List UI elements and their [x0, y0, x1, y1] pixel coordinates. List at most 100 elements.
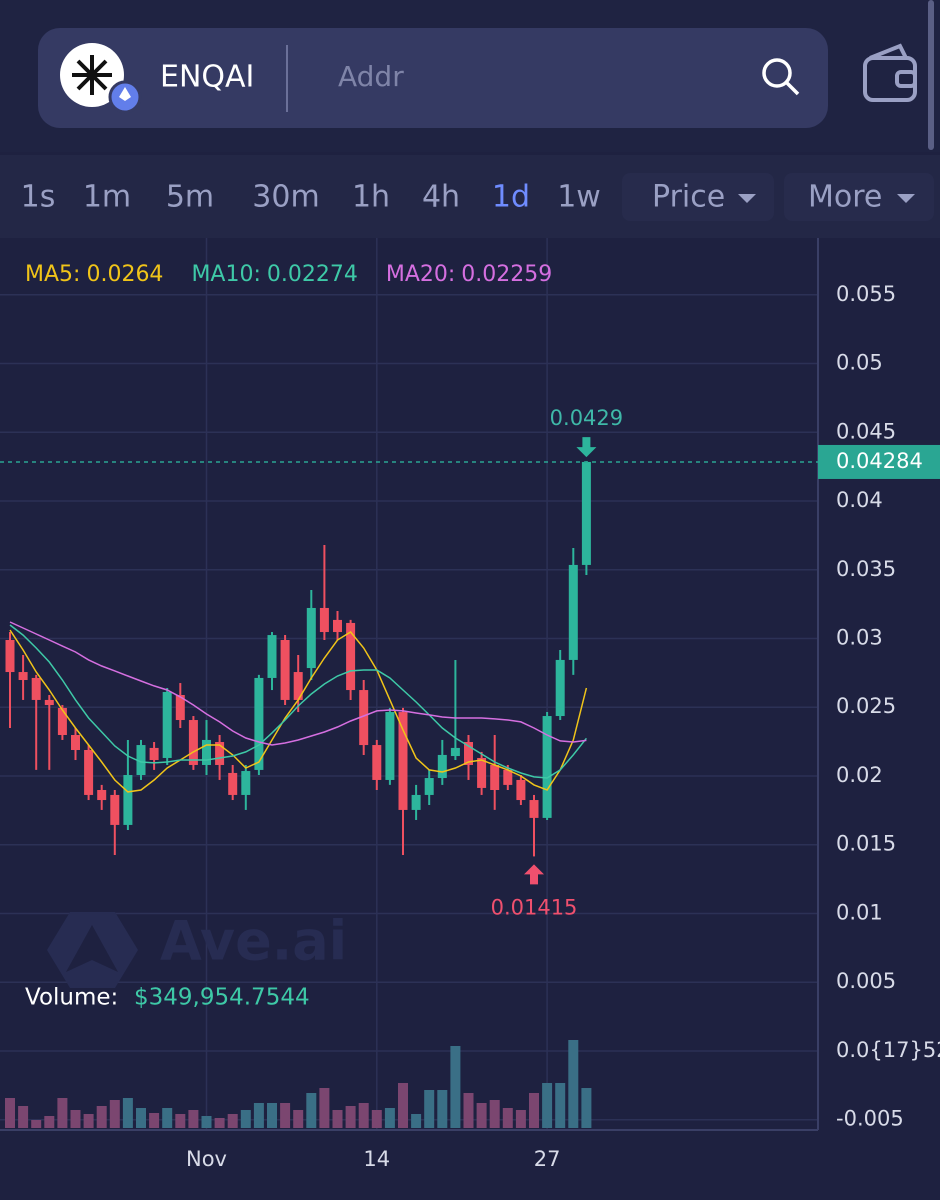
max-arrow: [576, 437, 597, 458]
wallet-icon[interactable]: [863, 43, 917, 102]
menu-label[interactable]: Price: [652, 180, 725, 215]
legend-value: 0.02259: [461, 262, 552, 287]
volume-bar: [44, 1116, 55, 1128]
volume-bar: [136, 1108, 146, 1128]
candle-body: [188, 720, 198, 765]
y-tick-label: 0.0{17}52: [836, 1038, 940, 1062]
interval-tab[interactable]: 5m: [166, 180, 214, 215]
candle-body: [71, 735, 80, 750]
candle-body: [464, 742, 473, 765]
candle-body: [437, 754, 447, 779]
menu-caret: [738, 194, 756, 203]
candle-body: [581, 461, 591, 565]
volume-bar: [70, 1110, 81, 1128]
candle-body: [31, 677, 41, 700]
candle-body: [254, 677, 264, 770]
volume-bar: [201, 1116, 212, 1128]
volume-value: $349,954.7544: [134, 985, 310, 1011]
candle-body: [490, 764, 500, 791]
volume-bar: [214, 1118, 225, 1128]
candle-body: [372, 745, 382, 780]
interval-tab[interactable]: 1m: [83, 180, 131, 215]
y-tick-label: 0.04: [836, 488, 883, 512]
volume-bar: [306, 1093, 317, 1128]
candle-body: [385, 712, 395, 780]
volume-bar: [227, 1114, 238, 1128]
scrollbar: [928, 0, 934, 150]
token-logo-mark: [72, 55, 112, 95]
volume-bar: [162, 1108, 173, 1128]
volume-bar: [31, 1120, 42, 1128]
interval-tab[interactable]: 30m: [252, 180, 319, 215]
volume-bar: [18, 1106, 29, 1128]
candle-body: [398, 712, 408, 810]
interval-tab[interactable]: 1w: [557, 180, 601, 215]
volume-bar: [555, 1083, 566, 1128]
volume-bar: [188, 1110, 199, 1128]
volume-bar: [398, 1083, 408, 1128]
candle-body: [123, 775, 133, 825]
volume-bar: [384, 1108, 395, 1128]
candle-body: [568, 564, 578, 660]
x-tick-label: 14: [363, 1147, 390, 1171]
y-tick-label: -0.005: [836, 1107, 904, 1131]
interval-tab-active[interactable]: 1d: [492, 180, 530, 215]
y-tick-label: 0.01: [836, 900, 883, 924]
volume-bar: [57, 1098, 68, 1128]
candle-body: [411, 794, 421, 810]
menu-label[interactable]: More: [808, 180, 882, 215]
legend-name: MA10:: [191, 262, 260, 287]
legend-value: 0.0264: [86, 262, 163, 287]
watermark: Ave.ai: [160, 910, 347, 973]
y-tick-label: 0.015: [836, 832, 896, 856]
search-placeholder[interactable]: Addr: [338, 60, 404, 93]
candle-body: [529, 800, 539, 818]
max-label: 0.0429: [550, 406, 623, 430]
ma-line: [9, 624, 587, 779]
interval-tab[interactable]: 1h: [352, 180, 390, 215]
candle-body: [359, 690, 369, 746]
candle-body: [503, 769, 513, 785]
y-tick-label: 0.02: [836, 763, 883, 787]
y-tick-label: 0.005: [836, 969, 896, 993]
more-menu[interactable]: [784, 173, 934, 221]
interval-bar: [0, 155, 940, 238]
candle-body: [477, 757, 487, 788]
y-tick-label: 0.045: [836, 419, 896, 443]
volume-bar: [529, 1093, 539, 1128]
menu-caret: [897, 194, 915, 203]
candle-body: [5, 640, 15, 673]
search-icon[interactable]: [762, 58, 800, 96]
ma-line: [9, 629, 588, 793]
candle-body: [424, 778, 434, 795]
min-arrow: [524, 864, 544, 885]
y-tick-label: 0.035: [836, 557, 896, 581]
candle-body: [346, 622, 356, 691]
candle-body: [162, 691, 172, 758]
volume-bar: [345, 1106, 356, 1128]
volume-bar: [371, 1110, 382, 1128]
volume-bar: [568, 1040, 579, 1128]
volume-bar: [240, 1110, 251, 1128]
volume-bar: [293, 1110, 304, 1128]
chart: -0.005 0.0{17}52 0.005 0.01 0.015 0.02 0.025 0.…: [0, 238, 940, 1171]
price-menu[interactable]: [622, 173, 774, 221]
search-bar[interactable]: [38, 28, 828, 128]
volume-bar: [332, 1110, 343, 1128]
volume-bar: [267, 1103, 277, 1128]
interval-tab[interactable]: 1s: [21, 180, 56, 215]
price-tag: [818, 444, 940, 479]
volume-bar: [515, 1110, 526, 1128]
legend-name: MA20:: [386, 262, 455, 287]
candle-body: [202, 739, 211, 765]
volume-bar: [476, 1103, 487, 1128]
candle-body: [542, 716, 552, 818]
volume-bar: [358, 1103, 369, 1128]
candle-body: [18, 672, 28, 681]
candle-body: [44, 699, 54, 706]
interval-tab[interactable]: 4h: [422, 180, 460, 215]
candle-body: [280, 640, 290, 700]
candle-body: [97, 790, 107, 801]
legend-name: MA5:: [25, 262, 80, 287]
